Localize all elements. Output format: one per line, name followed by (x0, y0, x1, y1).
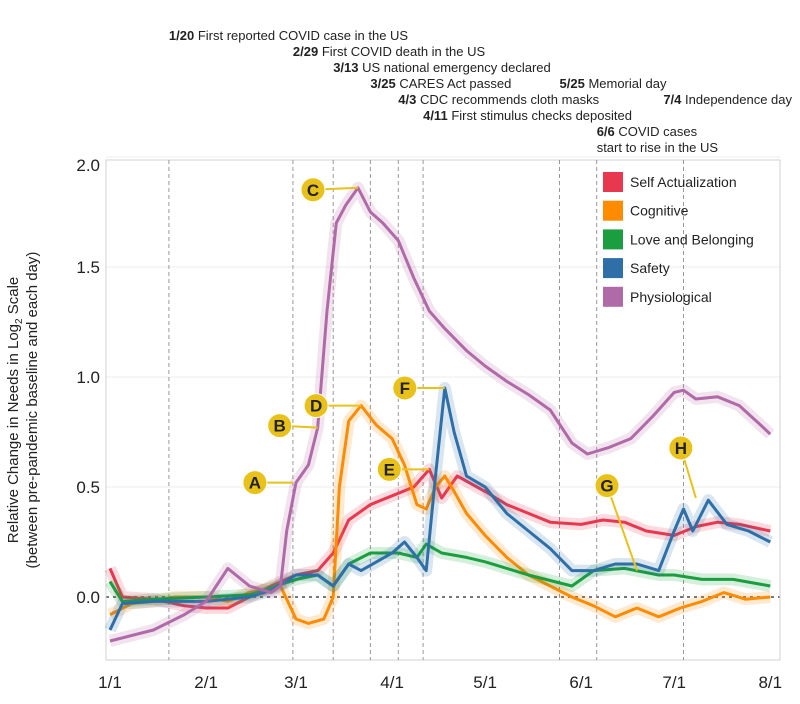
x-tick-label: 3/1 (284, 673, 308, 692)
event-text: First COVID (322, 44, 392, 59)
event-label: 7/4 Independence day (663, 92, 792, 107)
annotation-label: E (384, 460, 395, 479)
event-date: 4/3 (398, 92, 416, 107)
legend-swatch (603, 201, 623, 221)
x-tick-label: 5/1 (473, 673, 497, 692)
legend-swatch (603, 172, 623, 192)
annotation-label: C (307, 181, 319, 200)
y-axis-title-tail: Scale (5, 277, 22, 319)
event-label: 1/20 First reported COVID case in the US (169, 28, 409, 43)
annotation-label: B (274, 417, 286, 436)
event-date: 3/25 (370, 76, 395, 91)
event-label-line2: start to rise in the US (597, 140, 719, 155)
event-date: 3/13 (333, 60, 358, 75)
event-label: 2/29 First COVID death in the US (293, 44, 486, 59)
event-text: CARES Act passed (399, 76, 511, 91)
legend: Self Actualization Cognitive Love and Belo… (603, 172, 754, 307)
event-text: US national (362, 60, 429, 75)
event-text: First reported (198, 28, 275, 43)
legend-label: Love and Belonging (630, 231, 754, 247)
event-text: COVID cases (618, 124, 697, 139)
x-tick-label: 6/1 (569, 673, 593, 692)
event-label: 5/25 Memorial day (560, 76, 667, 91)
y-axis-title-line2: (between pre-pandemic baseline and each … (24, 252, 41, 569)
event-text: Independence day (685, 92, 792, 107)
event-label-line1: 6/6 COVID cases (597, 124, 698, 139)
event-label-line1: 4/11 First stimulus checks deposited (423, 108, 632, 123)
event-label-line1: 5/25 Memorial day (560, 76, 667, 91)
event-label-line1: 1/20 First reported COVID case in the US (169, 28, 409, 43)
event-date: 2/29 (293, 44, 318, 59)
event-date: 4/11 (423, 108, 448, 123)
event-label: 4/11 First stimulus checks deposited (423, 108, 632, 123)
legend-label: Physiological (630, 289, 712, 305)
event-text-cont: COVID case in the US (279, 28, 409, 43)
legend-label: Self Actualization (630, 174, 737, 190)
y-tick-label: 0.5 (76, 478, 100, 497)
legend-swatch (603, 258, 623, 278)
event-label-line1: 3/13 US national emergency declared (333, 60, 551, 75)
y-axis-title-main: Relative Change in Needs in Log (5, 324, 22, 543)
legend-label: Cognitive (630, 203, 689, 219)
event-text-cont: emergency declared (433, 60, 551, 75)
event-text-cont: death in the US (396, 44, 486, 59)
y-tick-label: 1.0 (76, 368, 100, 387)
annotation-label: D (310, 397, 322, 416)
event-label: 3/13 US national emergency declared (333, 60, 551, 75)
y-tick-label: 0.0 (76, 588, 100, 607)
x-tick-label: 7/1 (662, 673, 686, 692)
event-text: CDC recommends (420, 92, 527, 107)
y-tick-label: 2.0 (76, 156, 100, 175)
y-tick-label: 1.5 (76, 258, 100, 277)
legend-swatch (603, 229, 623, 249)
y-axis-title: Relative Change in Needs in Log2 Scale (… (5, 252, 41, 569)
x-tick-label: 1/1 (98, 673, 122, 692)
annotation-label: A (249, 474, 261, 493)
event-text-cont: checks deposited (532, 108, 632, 123)
annotation-label: G (600, 477, 613, 496)
annotation-label: F (400, 379, 410, 398)
event-date: 5/25 (560, 76, 585, 91)
annotation-label: H (675, 439, 687, 458)
event-label-line1: 4/3 CDC recommends cloth masks (398, 92, 599, 107)
event-label-line1: 3/25 CARES Act passed (370, 76, 511, 91)
x-tick-label: 2/1 (194, 673, 218, 692)
event-text: Memorial day (588, 76, 667, 91)
x-tick-label: 8/1 (758, 673, 782, 692)
event-text: First stimulus (451, 108, 528, 123)
series-lines (110, 188, 771, 641)
event-text-cont: cloth masks (531, 92, 600, 107)
legend-label: Safety (630, 260, 670, 276)
event-date: 1/20 (169, 28, 194, 43)
event-date: 7/4 (663, 92, 682, 107)
event-date: 6/6 (597, 124, 615, 139)
legend-swatch (603, 287, 623, 307)
event-label-line1: 7/4 Independence day (663, 92, 792, 107)
x-tick-label: 4/1 (380, 673, 404, 692)
event-label-line1: 2/29 First COVID death in the US (293, 44, 486, 59)
y-axis-title-line1: Relative Change in Needs in Log2 Scale (5, 277, 25, 544)
event-label: 4/3 CDC recommends cloth masks (398, 92, 599, 107)
event-label: 3/25 CARES Act passed (370, 76, 511, 91)
